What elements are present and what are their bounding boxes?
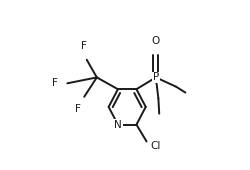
Text: N: N — [114, 120, 121, 130]
Text: F: F — [81, 41, 87, 51]
Text: Cl: Cl — [149, 141, 160, 151]
Text: P: P — [152, 72, 158, 82]
Text: F: F — [74, 104, 80, 114]
Text: F: F — [52, 78, 58, 88]
Text: O: O — [151, 36, 159, 46]
